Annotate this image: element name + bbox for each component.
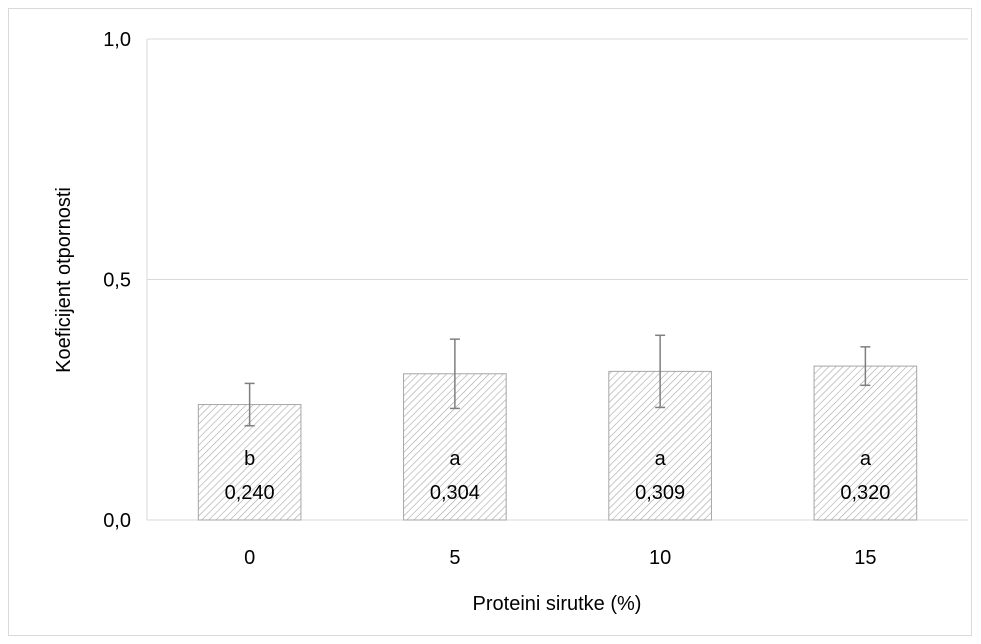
- data-label: 0,309: [635, 482, 685, 504]
- chart-frame: [8, 8, 972, 636]
- bar: [813, 365, 918, 521]
- significance-letter: b: [244, 448, 255, 470]
- y-axis-title: Koeficijent otpornosti: [53, 187, 75, 373]
- x-axis-title: Proteini sirutke (%): [473, 593, 642, 615]
- y-tick-label: 1,0: [103, 29, 131, 51]
- data-label: 0,320: [840, 482, 890, 504]
- y-tick-label: 0,5: [103, 270, 131, 292]
- x-tick-label: 10: [649, 547, 671, 569]
- x-tick-label: 0: [244, 547, 255, 569]
- data-label: 0,240: [225, 482, 275, 504]
- significance-letter: a: [449, 448, 461, 470]
- x-tick-label: 5: [449, 547, 460, 569]
- data-label: 0,304: [430, 482, 480, 504]
- significance-letter: a: [655, 448, 667, 470]
- x-tick-label: 15: [854, 547, 876, 569]
- y-tick-label: 0,0: [103, 510, 131, 532]
- significance-letter: a: [860, 448, 872, 470]
